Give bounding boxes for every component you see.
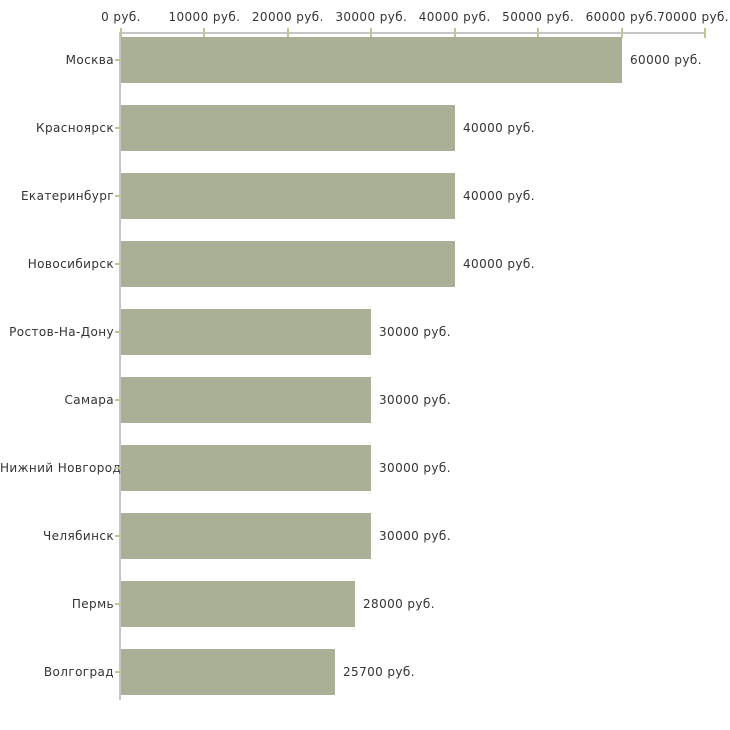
bar	[121, 513, 371, 559]
bar	[121, 105, 455, 151]
category-tick-mark	[115, 535, 121, 537]
value-label: 28000 руб.	[363, 597, 435, 611]
bar	[121, 377, 371, 423]
category-label: Нижний Новгород	[0, 461, 122, 475]
category-tick-mark	[115, 467, 121, 469]
bar	[121, 37, 622, 83]
x-tick-mark	[704, 28, 706, 38]
category-label: Красноярск	[36, 121, 114, 135]
category-label: Москва	[65, 53, 114, 67]
value-label: 40000 руб.	[463, 121, 535, 135]
value-label: 30000 руб.	[379, 529, 451, 543]
bar	[121, 445, 371, 491]
value-label: 25700 руб.	[343, 665, 415, 679]
value-label: 30000 руб.	[379, 461, 451, 475]
bar	[121, 309, 371, 355]
category-tick-mark	[115, 671, 121, 673]
x-tick-label: 60000 руб.	[585, 10, 658, 24]
value-label: 30000 руб.	[379, 325, 451, 339]
x-tick-label: 20000 руб.	[251, 10, 324, 24]
value-label: 60000 руб.	[630, 53, 702, 67]
category-label: Пермь	[71, 597, 114, 611]
category-label: Екатеринбург	[20, 189, 114, 203]
category-label: Самара	[64, 393, 114, 407]
x-tick-mark	[620, 28, 623, 38]
category-tick-mark	[115, 603, 121, 605]
bar	[121, 581, 355, 627]
category-label: Ростов-На-Дону	[9, 325, 114, 339]
x-tick-mark	[286, 28, 289, 38]
category-label: Волгоград	[43, 665, 114, 679]
x-tick-label: 70000 руб.	[657, 10, 729, 24]
category-tick-mark	[115, 331, 121, 333]
bar	[121, 241, 455, 287]
value-label: 40000 руб.	[463, 189, 535, 203]
x-tick-mark	[537, 28, 540, 38]
x-tick-label: 50000 руб.	[502, 10, 575, 24]
x-tick-mark	[120, 28, 122, 38]
category-tick-mark	[115, 127, 121, 129]
x-tick-mark	[453, 28, 456, 38]
category-tick-mark	[115, 59, 121, 61]
value-label: 30000 руб.	[379, 393, 451, 407]
bar	[121, 649, 335, 695]
x-tick-mark	[203, 28, 206, 38]
category-label: Новосибирск	[27, 257, 114, 271]
x-axis-line	[120, 32, 706, 34]
x-tick-label: 10000 руб.	[168, 10, 241, 24]
category-label: Челябинск	[43, 529, 114, 543]
bar	[121, 173, 455, 219]
x-tick-label: 40000 руб.	[418, 10, 491, 24]
x-tick-label: 0 руб.	[101, 10, 141, 24]
category-tick-mark	[115, 195, 121, 197]
value-label: 40000 руб.	[463, 257, 535, 271]
x-tick-label: 30000 руб.	[335, 10, 408, 24]
y-axis-line	[119, 32, 121, 700]
category-tick-mark	[115, 399, 121, 401]
x-tick-mark	[370, 28, 373, 38]
category-tick-mark	[115, 263, 121, 265]
